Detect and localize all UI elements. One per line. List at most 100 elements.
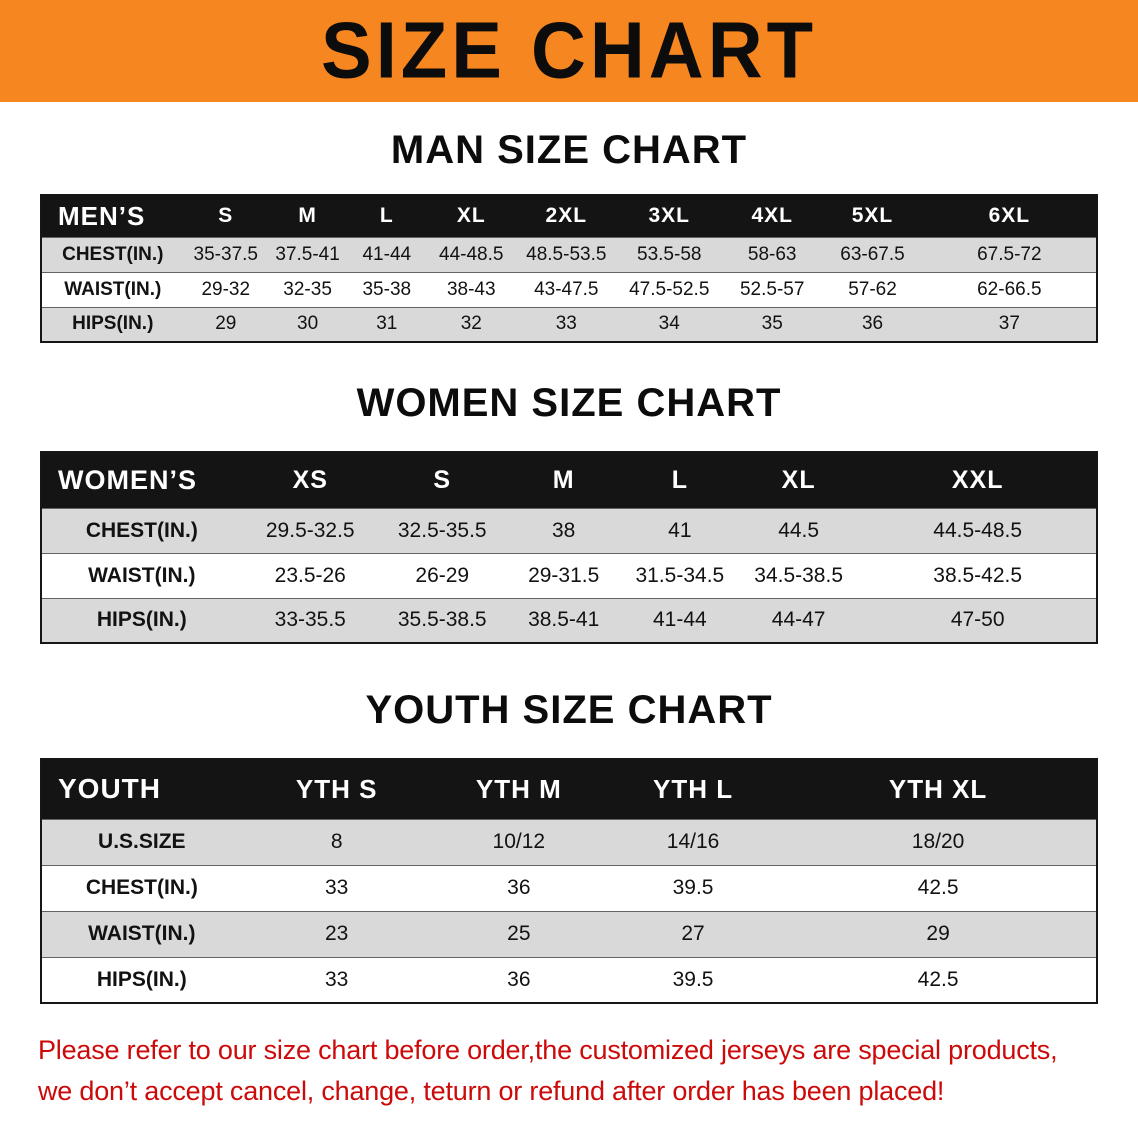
row-label-cell: HIPS(IN.) (96, 608, 187, 632)
value-cell: 38 (552, 518, 576, 542)
value-cell: 35-38 (362, 278, 412, 300)
size-column-header: L (621, 452, 738, 508)
men-size-table: MEN’S S M L XL 2XL 3XL 4XL 5XL 6XL CHEST(IN.) 35-37… (40, 194, 1098, 343)
value-cell: 33 (324, 967, 349, 991)
value-cell: 25 (507, 922, 531, 945)
row-label-cell: HIPS(IN.) (96, 967, 187, 991)
value-cell: 32 (460, 313, 482, 335)
value-cell: 37 (998, 313, 1020, 335)
size-column-header: 3XL (616, 195, 723, 237)
size-column-header: XXL (859, 452, 1097, 508)
table-title-cell: MEN’S (41, 195, 184, 237)
value-cell: 39.5 (672, 876, 714, 899)
value-cell: 44-47 (771, 608, 826, 632)
measurement-row: WAIST(IN.) 23 25 27 29 (41, 911, 1097, 957)
row-label-cell: CHEST(IN.) (62, 243, 164, 265)
table-title-cell: YOUTH (41, 759, 242, 819)
header-row: YOUTH YTH S YTH M YTH L YTH XL (41, 759, 1097, 819)
value-cell: 35.5-38.5 (397, 608, 487, 632)
value-cell: 47.5-52.5 (629, 278, 710, 300)
size-column-header: YTH L (605, 759, 781, 819)
table-title-cell: WOMEN’S (41, 452, 242, 508)
measurement-row: CHEST(IN.) 35-37.5 37.5-41 41-44 44-48.5 48.5… (41, 237, 1097, 272)
value-cell: 26-29 (415, 563, 470, 587)
measurement-row: CHEST(IN.) 33 36 39.5 42.5 (41, 865, 1097, 911)
value-cell: 62-66.5 (977, 278, 1042, 300)
value-cell: 44-48.5 (439, 243, 504, 265)
value-cell: 32-35 (283, 278, 332, 300)
value-cell: 34 (658, 313, 680, 335)
value-cell: 30 (297, 313, 319, 335)
value-cell: 27 (681, 922, 705, 945)
value-cell: 33 (555, 313, 577, 335)
banner: SIZE CHART (0, 0, 1138, 102)
value-cell: 29 (215, 313, 237, 335)
value-cell: 44.5-48.5 (933, 518, 1023, 542)
size-column-header: 4XL (722, 195, 823, 237)
value-cell: 29 (926, 922, 950, 945)
youth-size-table: YOUTH YTH S YTH M YTH L YTH XL U.S.SIZE 8 10/12… (40, 758, 1098, 1004)
size-column-header: M (268, 195, 348, 237)
value-cell: 33-35.5 (274, 608, 346, 632)
value-cell: 38.5-42.5 (933, 563, 1023, 587)
section-women: WOMEN SIZE CHART WOMEN’S XS S M L XL XXL CHEST(… (0, 379, 1138, 644)
value-cell: 47-50 (950, 608, 1005, 632)
value-cell: 36 (507, 967, 531, 991)
youth-section-heading: YOUTH SIZE CHART (365, 688, 773, 732)
measurement-row: WAIST(IN.) 29-32 32-35 35-38 38-43 43-47.5 47.… (41, 272, 1097, 307)
value-cell: 23.5-26 (274, 563, 346, 587)
value-cell: 63-67.5 (840, 243, 905, 265)
measurement-row: U.S.SIZE 8 10/12 14/16 18/20 (41, 819, 1097, 865)
value-cell: 58-63 (747, 243, 797, 265)
page-title: SIZE CHART (321, 5, 817, 96)
value-cell: 14/16 (666, 830, 720, 853)
size-column-header: M (505, 452, 622, 508)
value-cell: 38.5-41 (528, 608, 600, 632)
row-label-cell: WAIST(IN.) (64, 278, 162, 300)
value-cell: 39.5 (672, 967, 714, 991)
measurement-row: HIPS(IN.) 33 36 39.5 42.5 (41, 957, 1097, 1003)
value-cell: 41 (668, 518, 692, 542)
row-label-cell: WAIST(IN.) (88, 563, 196, 587)
value-cell: 10/12 (492, 830, 546, 853)
size-column-header: XL (737, 452, 860, 508)
size-column-header: YTH XL (780, 759, 1097, 819)
measurement-row: WAIST(IN.) 23.5-26 26-29 29-31.5 31.5-34.5 34… (41, 553, 1097, 598)
measurement-row: HIPS(IN.) 29 30 31 32 33 34 35 36 37 (41, 307, 1097, 342)
value-cell: 8 (330, 830, 343, 853)
size-column-header: 5XL (822, 195, 923, 237)
value-cell: 53.5-58 (637, 243, 702, 265)
value-cell: 31.5-34.5 (635, 563, 725, 587)
header-row: MEN’S S M L XL 2XL 3XL 4XL 5XL 6XL (41, 195, 1097, 237)
value-cell: 29-32 (201, 278, 251, 300)
value-cell: 42.5 (917, 967, 959, 991)
row-label-cell: U.S.SIZE (98, 830, 186, 853)
section-youth: YOUTH SIZE CHART YOUTH YTH S YTH M YTH L YTH… (0, 686, 1138, 1004)
value-cell: 18/20 (911, 830, 965, 853)
women-size-table: WOMEN’S XS S M L XL XXL CHEST(IN.) 29.5-32.5 32.5… (40, 451, 1098, 644)
value-cell: 48.5-53.5 (526, 243, 607, 265)
value-cell: 44.5 (778, 518, 820, 542)
value-cell: 32.5-35.5 (397, 518, 487, 542)
size-column-header: YTH M (431, 759, 606, 819)
value-cell: 42.5 (917, 876, 959, 899)
value-cell: 41-44 (652, 608, 707, 632)
size-column-header: XL (426, 195, 517, 237)
row-label-cell: CHEST(IN.) (85, 518, 198, 542)
value-cell: 43-47.5 (534, 278, 599, 300)
row-label-cell: CHEST(IN.) (85, 876, 198, 899)
header-row: WOMEN’S XS S M L XL XXL (41, 452, 1097, 508)
size-column-header: L (347, 195, 427, 237)
value-cell: 35 (761, 313, 783, 335)
value-cell: 52.5-57 (739, 278, 805, 300)
disclaimer-line-1: Please refer to our size chart before or… (38, 1035, 1058, 1065)
measurement-row: CHEST(IN.) 29.5-32.5 32.5-35.5 38 41 44.5 44.5… (41, 508, 1097, 553)
women-section-heading: WOMEN SIZE CHART (356, 381, 782, 425)
value-cell: 41-44 (362, 243, 412, 265)
value-cell: 23 (324, 922, 349, 945)
value-cell: 67.5-72 (977, 243, 1042, 265)
value-cell: 29-31.5 (528, 563, 600, 587)
value-cell: 31 (376, 313, 398, 335)
size-column-header: 6XL (922, 195, 1097, 237)
row-label-cell: WAIST(IN.) (88, 922, 196, 945)
